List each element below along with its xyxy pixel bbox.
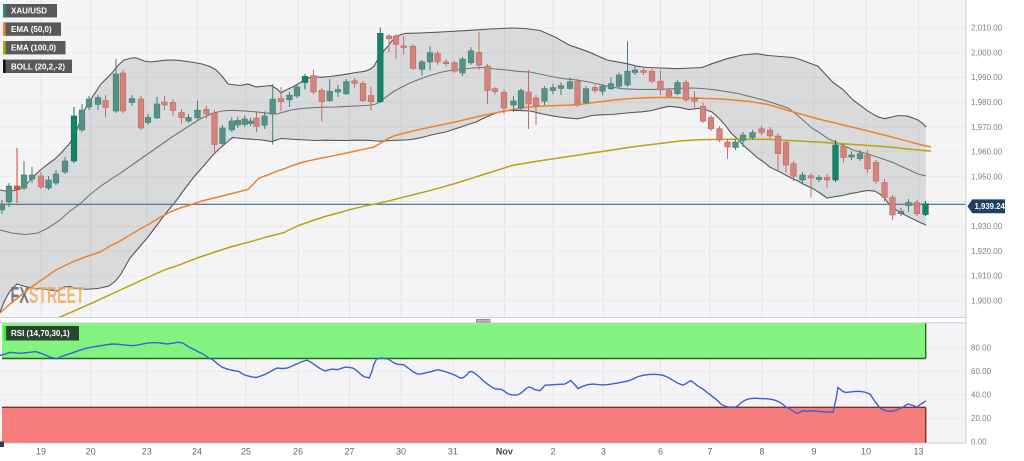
svg-text:EMA (100,0): EMA (100,0) (11, 44, 56, 53)
svg-text:BOLL (20,2,-2): BOLL (20,2,-2) (11, 62, 65, 71)
svg-text:2,010.00: 2,010.00 (971, 24, 1003, 33)
svg-text:3: 3 (601, 447, 606, 457)
svg-text:1,910.00: 1,910.00 (971, 272, 1003, 281)
svg-text:XAU/USD: XAU/USD (11, 7, 47, 16)
svg-text:1,950.00: 1,950.00 (971, 172, 1003, 181)
svg-text:1,900.00: 1,900.00 (971, 296, 1003, 305)
svg-text:STREET: STREET (29, 282, 84, 308)
svg-text:80.00: 80.00 (971, 344, 992, 353)
svg-text:40.00: 40.00 (971, 391, 992, 400)
svg-text:26: 26 (293, 447, 303, 457)
svg-text:9: 9 (811, 447, 816, 457)
svg-text:1,960.00: 1,960.00 (971, 148, 1003, 157)
svg-text:19: 19 (36, 447, 46, 457)
svg-text:1,930.00: 1,930.00 (971, 222, 1003, 231)
svg-text:30: 30 (396, 447, 406, 457)
svg-text:20.00: 20.00 (971, 414, 992, 423)
svg-text:2,000.00: 2,000.00 (971, 48, 1003, 57)
svg-text:27: 27 (344, 447, 354, 457)
svg-text:25: 25 (241, 447, 251, 457)
svg-text:7: 7 (707, 447, 712, 457)
svg-text:RSI (14,70,30,1): RSI (14,70,30,1) (11, 329, 70, 338)
svg-text:60.00: 60.00 (971, 367, 992, 376)
svg-text:31: 31 (448, 447, 458, 457)
svg-text:1,970.00: 1,970.00 (971, 123, 1003, 132)
svg-text:8: 8 (759, 447, 764, 457)
svg-text:FX: FX (11, 282, 30, 308)
svg-text:Nov: Nov (496, 447, 513, 457)
svg-text:1,939.24: 1,939.24 (975, 202, 1006, 211)
svg-text:1,990.00: 1,990.00 (971, 73, 1003, 82)
svg-text:2: 2 (550, 447, 555, 457)
svg-text:13: 13 (913, 447, 923, 457)
svg-text:23: 23 (142, 447, 152, 457)
svg-text:20: 20 (86, 447, 96, 457)
svg-text:0.00: 0.00 (971, 437, 987, 446)
svg-text:24: 24 (192, 447, 202, 457)
svg-text:10: 10 (861, 447, 871, 457)
svg-text:6: 6 (658, 447, 663, 457)
svg-text:1,980.00: 1,980.00 (971, 98, 1003, 107)
svg-text:1,920.00: 1,920.00 (971, 247, 1003, 256)
svg-text:EMA (50,0): EMA (50,0) (11, 25, 52, 34)
